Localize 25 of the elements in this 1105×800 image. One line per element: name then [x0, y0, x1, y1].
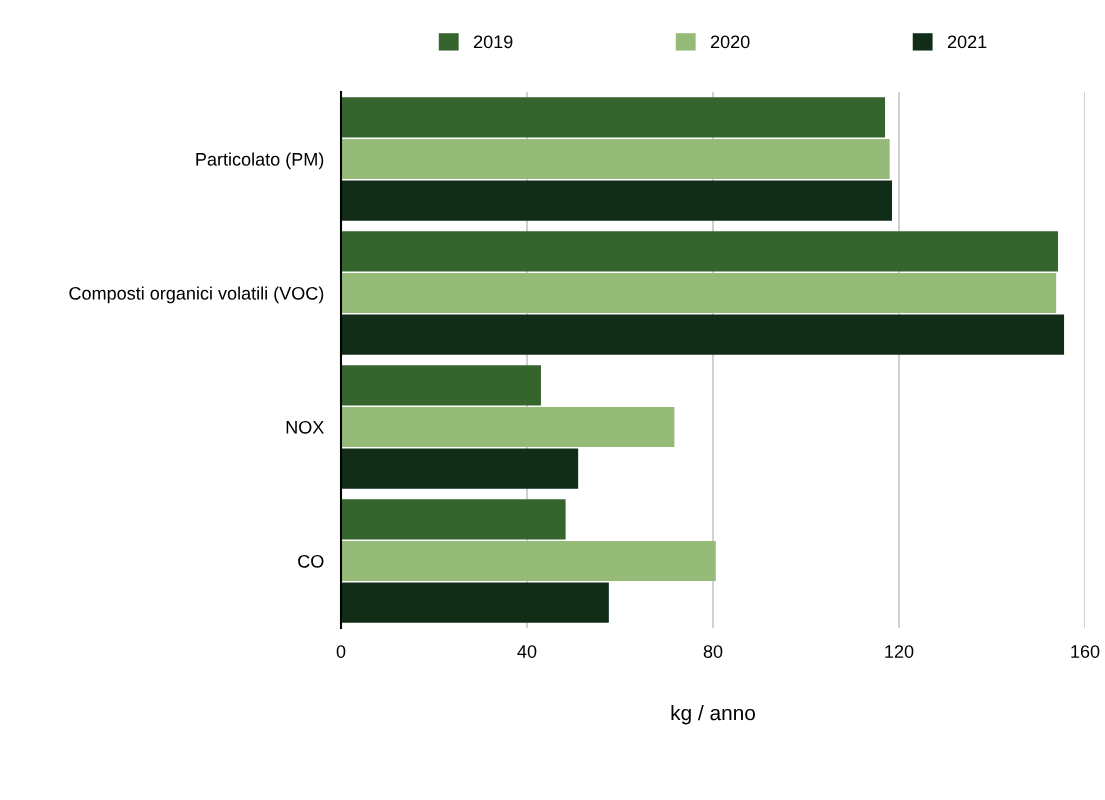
x-tick-label: 40	[517, 645, 537, 658]
bar	[341, 540, 716, 582]
bar	[341, 272, 1057, 314]
bar	[341, 231, 1059, 272]
y-tick-label: NOX	[286, 420, 324, 434]
x-tick-label: 80	[703, 645, 723, 658]
x-axis-title: kg / anno	[671, 705, 755, 725]
x-tick-label: 160	[1071, 645, 1100, 658]
bar	[341, 138, 890, 180]
legend-label: 2020	[710, 35, 750, 49]
bar	[341, 406, 675, 448]
x-tick-label: 0	[336, 645, 346, 658]
bar	[341, 499, 566, 540]
bar	[341, 448, 579, 489]
y-tick-label: CO	[298, 554, 324, 568]
bar	[341, 97, 886, 138]
bar	[341, 314, 1065, 355]
y-tick-label: Composti organici volatili (VOC)	[69, 286, 324, 304]
x-tick-label: 120	[885, 645, 914, 658]
bar	[341, 582, 609, 623]
bar	[341, 365, 541, 406]
legend-label: 2019	[474, 35, 513, 49]
y-tick-label: Particolato (PM)	[196, 152, 324, 170]
legend-label: 2021	[947, 35, 987, 49]
bar	[341, 180, 893, 221]
